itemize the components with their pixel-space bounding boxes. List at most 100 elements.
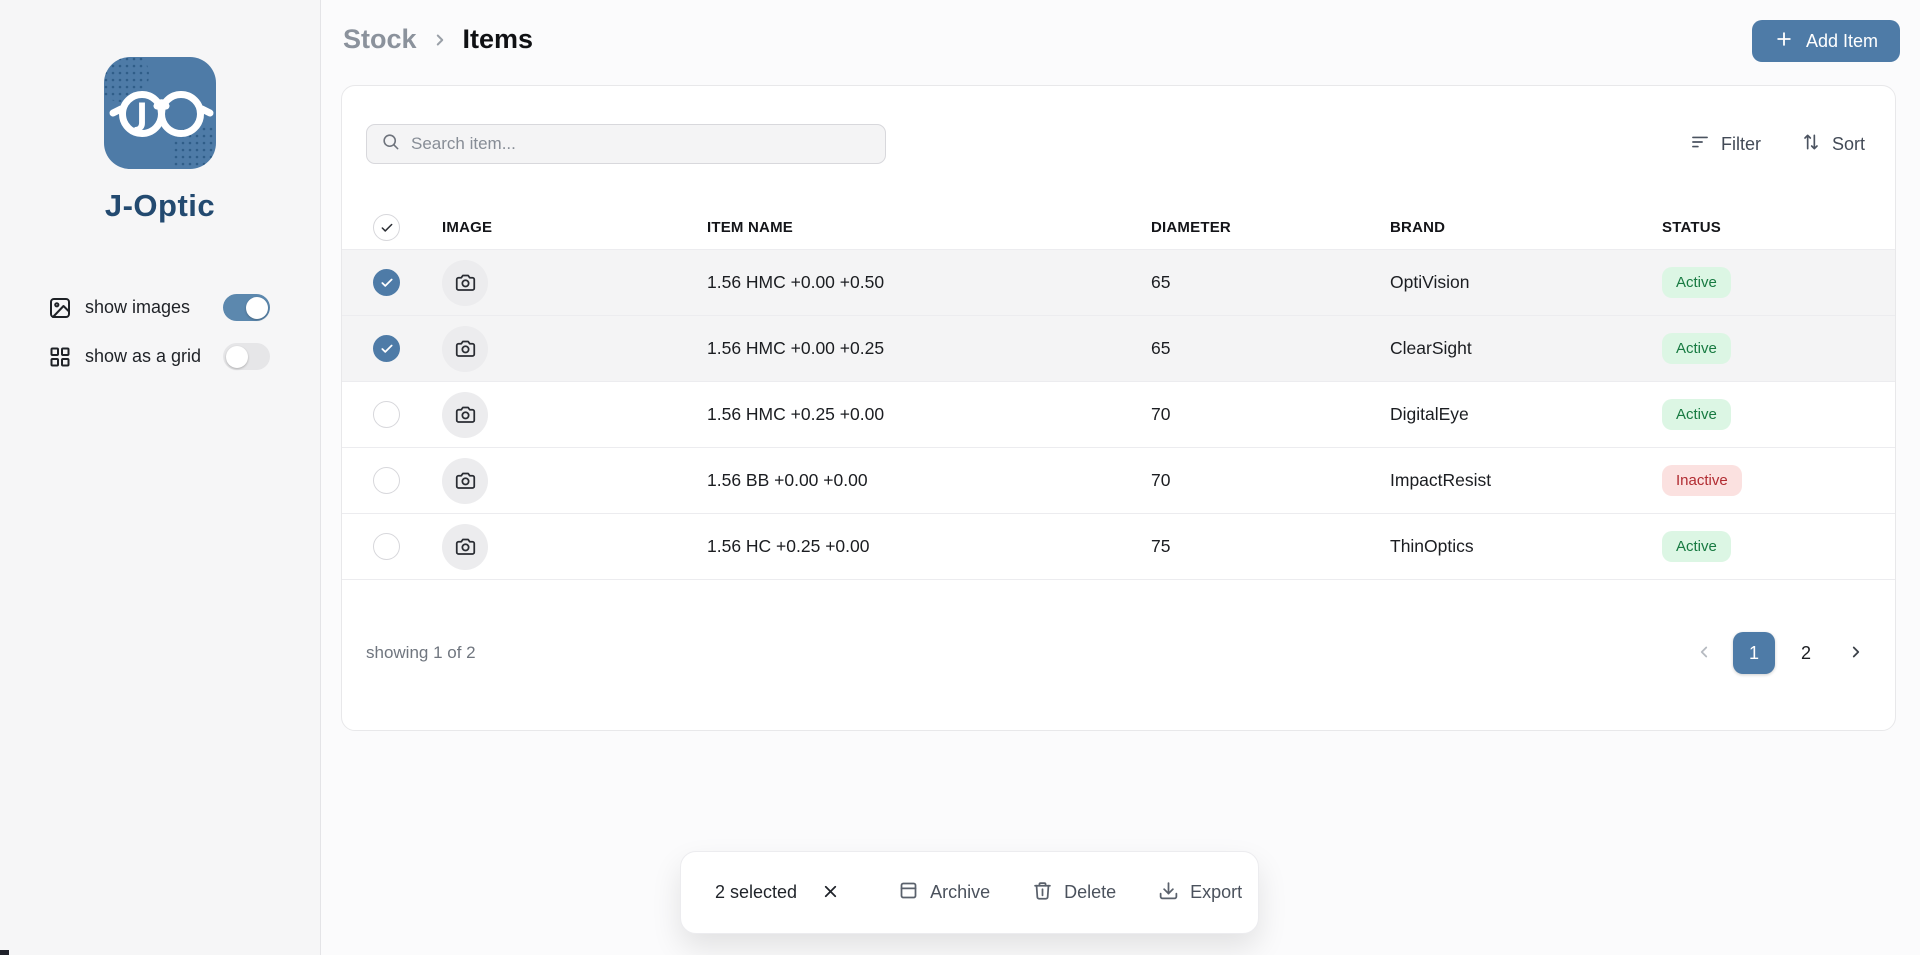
results-summary: showing 1 of 2 [366,643,476,662]
row-checkbox[interactable] [373,401,400,428]
view-toggles: show images show as a grid [0,294,320,370]
delete-label: Delete [1064,882,1117,902]
toolbar-actions: Filter Sort [1690,132,1865,157]
row-checkbox[interactable] [373,467,400,494]
toggle-row-show-as-grid[interactable]: show as a grid [48,343,270,370]
sort-arrows-icon [1801,132,1821,157]
export-button[interactable]: Export [1158,880,1242,906]
chevron-left-icon [1695,643,1713,664]
item-name: 1.56 HC +0.25 +0.00 [707,536,870,556]
logo-block: J J-Optic [0,57,320,224]
item-name: 1.56 BB +0.00 +0.00 [707,470,868,490]
item-brand: ThinOptics [1390,536,1474,556]
item-diameter: 65 [1151,338,1171,358]
item-name: 1.56 HMC +0.00 +0.25 [707,338,885,358]
window-corner-mark [0,950,9,955]
clear-selection-button[interactable] [821,881,840,905]
column-header-diameter[interactable]: DIAMETER [1151,219,1231,236]
toggle-label: show images [85,297,191,317]
sidebar: J J-Optic show images [0,0,321,955]
image-icon [48,296,72,320]
items-card: Filter Sort [341,85,1896,731]
item-name: 1.56 HMC +0.25 +0.00 [707,404,885,424]
page-button-1[interactable]: 1 [1733,632,1775,674]
item-image-placeholder [442,391,488,438]
archive-button[interactable]: Archive [898,880,990,906]
status-badge: Active [1662,333,1731,364]
item-brand: ClearSight [1390,338,1472,358]
j-optic-logo-icon: J [104,57,216,174]
filter-label: Filter [1720,133,1761,154]
show-as-grid-switch[interactable] [223,343,270,370]
item-brand: OptiVision [1390,272,1470,292]
column-header-status[interactable]: STATUS [1662,219,1721,236]
search-icon [381,132,400,156]
item-image-placeholder [442,457,488,504]
previous-page-button[interactable] [1689,638,1719,668]
page-button-2[interactable]: 2 [1785,632,1827,674]
select-all-checkbox[interactable] [373,214,400,241]
item-image-placeholder [442,325,488,372]
row-checkbox[interactable] [373,335,400,362]
show-images-switch[interactable] [223,294,270,321]
add-item-button[interactable]: Add Item [1751,20,1900,62]
column-header-image[interactable]: IMAGE [442,219,493,236]
switch-knob [225,345,248,368]
search-input[interactable] [411,134,871,154]
item-diameter: 65 [1151,272,1171,292]
grid-icon [48,345,72,369]
delete-button[interactable]: Delete [1032,880,1116,906]
search-box[interactable] [366,124,886,164]
table-row[interactable]: 1.56 HC +0.25 +0.00 75 ThinOptics Active [342,514,1895,580]
selected-count: 2 selected [715,882,798,902]
chevron-right-icon [431,31,449,49]
item-brand: ImpactResist [1390,470,1492,490]
filter-icon [1690,132,1710,157]
row-checkbox[interactable] [373,269,400,296]
sort-label: Sort [1831,133,1865,154]
breadcrumb-items: Items [462,24,534,54]
topbar: Stock Items Add Item [321,0,1920,62]
status-badge: Active [1662,531,1731,562]
toggle-row-show-images[interactable]: show images [48,294,270,321]
filter-button[interactable]: Filter [1690,132,1761,157]
main-content: Stock Items Add Item [321,0,1920,955]
item-image-placeholder [442,523,488,570]
status-badge: Active [1662,399,1731,430]
status-badge: Inactive [1662,465,1742,496]
item-brand: DigitalEye [1390,404,1469,424]
close-icon [821,882,840,904]
row-checkbox[interactable] [373,533,400,560]
item-diameter: 75 [1151,536,1171,556]
table-row[interactable]: 1.56 BB +0.00 +0.00 70 ImpactResist Inac… [342,448,1895,514]
item-image-placeholder [442,259,488,306]
plus-icon [1774,29,1794,54]
export-label: Export [1190,882,1243,902]
sort-button[interactable]: Sort [1801,132,1865,157]
column-header-brand[interactable]: BRAND [1390,219,1446,236]
table-row[interactable]: 1.56 HMC +0.25 +0.00 70 DigitalEye Activ… [342,382,1895,448]
next-page-button[interactable] [1841,638,1871,668]
archive-label: Archive [930,882,991,902]
item-name: 1.56 HMC +0.00 +0.50 [707,272,885,292]
archive-icon [898,880,919,906]
svg-text:J: J [134,97,148,133]
selection-action-bar: 2 selected Archive Delete [680,851,1259,934]
table-header-row: IMAGE ITEM NAME DIAMETER BRAND STATUS [342,206,1895,250]
column-header-item-name[interactable]: ITEM NAME [707,219,793,236]
download-icon [1158,880,1179,906]
switch-knob [245,296,268,319]
chevron-right-icon [1847,643,1865,664]
table-row[interactable]: 1.56 HMC +0.00 +0.25 65 ClearSight Activ… [342,316,1895,382]
breadcrumb-stock[interactable]: Stock [343,24,417,54]
table-body: 1.56 HMC +0.00 +0.50 65 OptiVision Activ… [342,250,1895,580]
breadcrumb: Stock Items [343,20,533,55]
status-badge: Active [1662,267,1731,298]
item-diameter: 70 [1151,470,1171,490]
table-row[interactable]: 1.56 HMC +0.00 +0.50 65 OptiVision Activ… [342,250,1895,316]
trash-icon [1032,880,1053,906]
